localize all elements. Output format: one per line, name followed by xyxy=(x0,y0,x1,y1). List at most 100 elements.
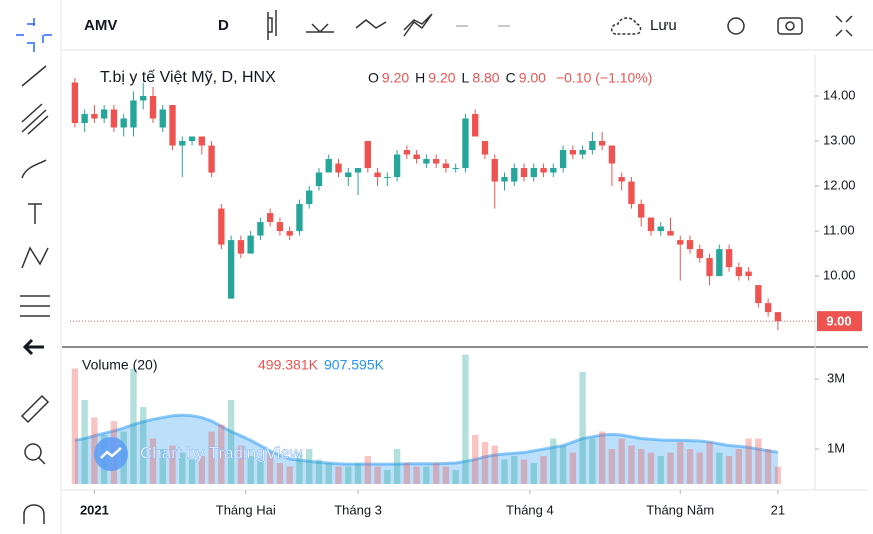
candle-body xyxy=(413,154,420,160)
volume-bar xyxy=(647,452,655,485)
candle-body xyxy=(550,168,557,173)
ohlc-value: 9.00 xyxy=(519,70,546,86)
volume-bar xyxy=(686,449,694,485)
volume-bar xyxy=(266,452,274,485)
volume-legend: Volume (20) xyxy=(82,357,157,373)
candle-body xyxy=(452,168,459,170)
candle-body xyxy=(276,222,284,232)
candle-body xyxy=(462,118,469,169)
candle-body xyxy=(257,222,264,236)
volume-bar xyxy=(598,431,606,485)
top-toolbar xyxy=(62,0,873,50)
candle-body xyxy=(208,145,215,173)
symbol[interactable]: AMV xyxy=(84,17,117,34)
candle-body xyxy=(101,109,108,119)
volume-bar xyxy=(530,463,537,485)
y-tick-label: 12.00 xyxy=(823,177,856,192)
volume-bar xyxy=(608,449,616,485)
volume-bar xyxy=(384,470,391,485)
candle-body xyxy=(481,141,489,155)
volume-bar xyxy=(393,449,401,485)
top-icons[interactable] xyxy=(267,10,853,40)
volume-bar xyxy=(198,456,205,485)
ohlc-value: 8.80 xyxy=(472,70,499,86)
volume-bar xyxy=(188,459,196,485)
candle-body xyxy=(657,226,664,232)
volume-bar xyxy=(735,449,743,485)
x-tick-label: Tháng Năm xyxy=(646,502,714,517)
x-tick-label: 21 xyxy=(771,502,785,517)
candle-body xyxy=(540,168,547,173)
candle-body xyxy=(442,163,450,169)
candle-body xyxy=(745,271,752,277)
candle-body xyxy=(579,150,586,155)
candle-body xyxy=(618,177,625,182)
volume-bar xyxy=(208,431,215,485)
candle-body xyxy=(686,240,694,250)
candle-body xyxy=(315,172,323,187)
volume-bar xyxy=(227,400,235,485)
candle-body xyxy=(491,159,498,182)
candle-body xyxy=(647,217,655,232)
volume-bar xyxy=(472,435,479,485)
save-button[interactable]: Lưu xyxy=(650,17,677,34)
candle-body xyxy=(296,204,303,232)
volume-bar xyxy=(140,407,147,485)
y-tick-label: 10.00 xyxy=(823,268,856,283)
candle-body xyxy=(159,109,166,128)
volume-bar xyxy=(403,463,411,485)
volume-bar xyxy=(628,445,635,485)
volume-bar xyxy=(159,449,166,485)
volume-bar xyxy=(169,445,176,485)
candle-body xyxy=(432,159,440,164)
candle-body xyxy=(403,150,411,155)
volume-bar xyxy=(286,466,293,485)
volume-bar xyxy=(345,466,352,485)
volume-tick-label: 1M xyxy=(827,440,845,455)
candle-body xyxy=(227,240,235,299)
candle-body xyxy=(559,150,567,169)
candle-body xyxy=(706,258,713,277)
volume-bar xyxy=(413,466,420,485)
candle-body xyxy=(520,168,528,178)
candle-body xyxy=(149,95,157,119)
volume-ma-area xyxy=(74,415,778,485)
candle-body xyxy=(81,113,88,123)
candle-body xyxy=(511,168,518,182)
candle-body xyxy=(91,113,98,119)
volume-bar xyxy=(764,449,772,485)
candle-body xyxy=(384,177,391,179)
left-tools[interactable] xyxy=(16,18,52,524)
x-tick-label: Tháng Hai xyxy=(216,502,276,517)
candle-body xyxy=(696,249,703,259)
candle-body xyxy=(501,177,508,182)
volume-bar xyxy=(755,438,762,485)
volume-bar xyxy=(179,452,186,485)
volume-bar xyxy=(364,456,371,485)
volume-bar xyxy=(81,400,88,485)
volume-bar xyxy=(491,445,498,485)
candle-body xyxy=(218,208,225,245)
volume-bar xyxy=(442,466,450,485)
volume-bar xyxy=(218,424,225,485)
chart-title: T.bị y tế Việt Mỹ, D, HNX xyxy=(100,69,276,86)
candle-body xyxy=(589,141,596,151)
ohlc-label: H xyxy=(415,70,425,86)
volume-bar xyxy=(315,459,323,485)
volume-value: 499.381K xyxy=(258,357,319,373)
volume-bar xyxy=(432,463,440,485)
volume-bar xyxy=(511,456,518,485)
candle-body xyxy=(598,141,606,146)
interval[interactable]: D xyxy=(218,17,229,34)
y-tick-label: 14.00 xyxy=(823,87,856,102)
candle-body xyxy=(393,154,401,178)
ohlc-value: 9.20 xyxy=(382,70,409,86)
candle-body xyxy=(247,235,254,254)
volume-bar xyxy=(276,463,284,485)
candle-body xyxy=(755,285,762,304)
change-value: −0.10 (−1.10%) xyxy=(556,70,653,86)
candle-body xyxy=(198,136,205,146)
candle-body xyxy=(237,240,245,254)
volume-tick-label: 3M xyxy=(827,370,845,385)
